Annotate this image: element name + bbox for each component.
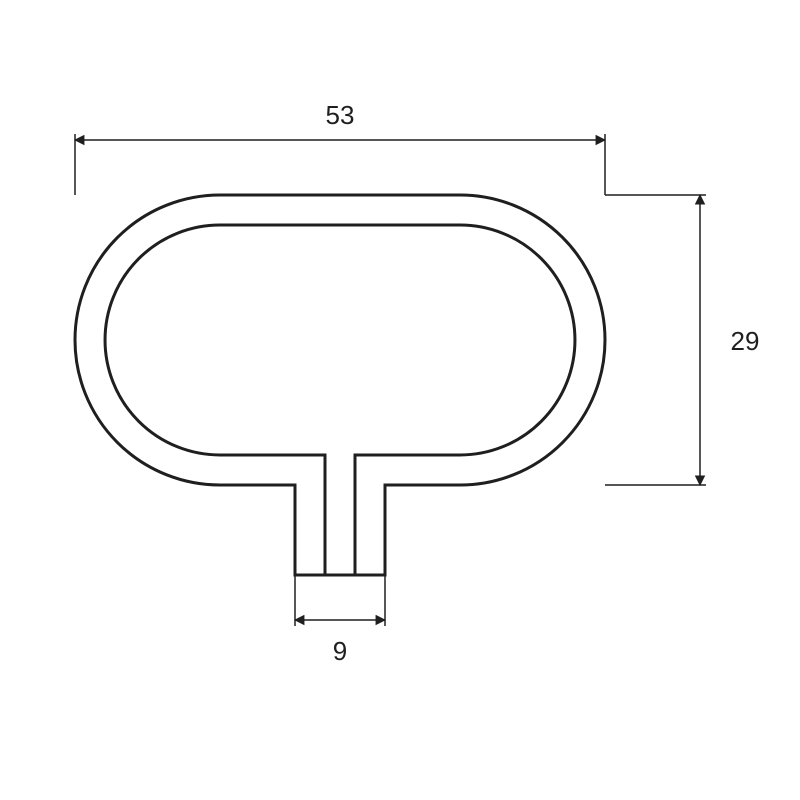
dimension-width-label: 53 <box>326 100 355 130</box>
dimension-stem: 9 <box>295 575 385 666</box>
dimension-width: 53 <box>75 100 605 195</box>
technical-drawing: 53 29 9 <box>0 0 800 800</box>
dimension-height: 29 <box>605 195 759 485</box>
dimension-height-label: 29 <box>731 326 760 356</box>
dimension-stem-label: 9 <box>333 636 347 666</box>
part-outline <box>75 195 605 575</box>
